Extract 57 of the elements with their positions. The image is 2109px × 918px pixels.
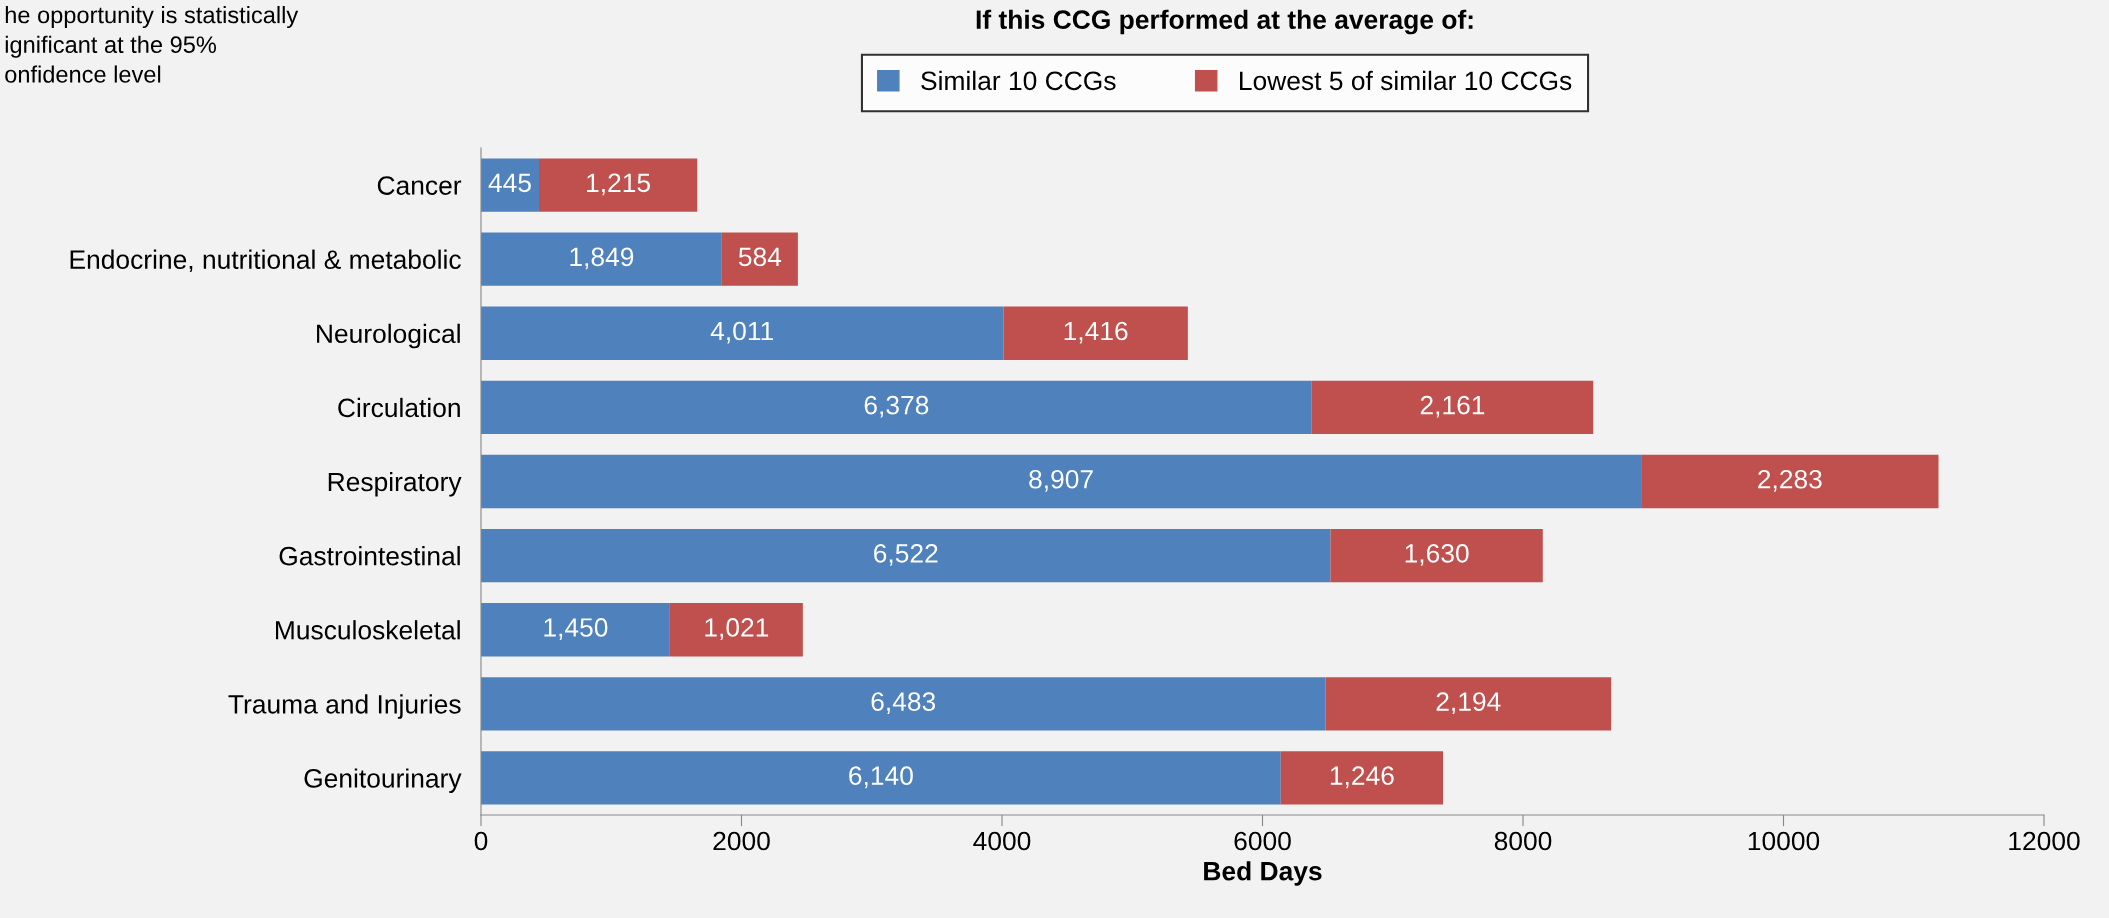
bar — [1311, 380, 1594, 435]
text: 1,849 — [570, 247, 634, 270]
bar — [481, 380, 1312, 435]
text: 1,246 — [1330, 766, 1394, 789]
text: 6,522 — [874, 544, 938, 566]
text: 2,194 — [1436, 692, 1501, 715]
text: 1,416 — [1064, 321, 1128, 344]
bar — [481, 528, 1331, 583]
y-tick-label: Cancer — [377, 176, 462, 195]
text: 2,161 — [1420, 395, 1485, 418]
bar — [481, 603, 670, 657]
bar — [1280, 751, 1444, 805]
text: he opportunity is statistically ignificant at the 95% onfidence level — [5, 6, 299, 83]
text: 4,011 — [710, 321, 773, 344]
x-axis-title: Bed Days — [1204, 861, 1322, 886]
bar — [481, 232, 722, 286]
bar — [538, 158, 698, 212]
legend-label: Lowest 5 of similar 10 CCGs — [1240, 70, 1572, 91]
x-tick-label: 10000 — [1748, 831, 1820, 851]
text: 6,378 — [864, 395, 929, 418]
bar — [1641, 454, 1939, 509]
y-tick-label: Respiratory — [328, 471, 462, 497]
text: 6,140 — [849, 766, 913, 789]
bar — [481, 751, 1281, 805]
text: 2,283 — [1758, 469, 1822, 492]
text: 1,215 — [587, 173, 650, 196]
bar — [481, 677, 1326, 731]
bar — [1325, 677, 1612, 731]
y-tick-label: Gastrointestinal — [279, 546, 460, 566]
bar — [669, 603, 803, 657]
bar — [1003, 306, 1188, 360]
bar — [481, 454, 1642, 509]
bar — [1330, 528, 1543, 583]
text: 8,907 — [1029, 469, 1093, 492]
y-tick-label: Musculoskeletal — [275, 620, 460, 640]
y-tick-label: Trauma and Injuries — [228, 694, 461, 719]
x-tick-label: 4000 — [973, 831, 1031, 851]
x-tick-label: 12000 — [2009, 831, 2080, 851]
text: 1,021 — [705, 618, 769, 640]
legend-label: Similar 10 CCGs — [921, 70, 1116, 91]
x-tick-label: 6000 — [1234, 831, 1291, 851]
y-tick-label: Endocrine, nutritional & metabolic — [70, 249, 461, 273]
text: 584 — [738, 247, 782, 267]
bar — [481, 158, 539, 212]
text: 1,450 — [544, 618, 608, 640]
legend-title: If this CCG performed at the average of: — [976, 9, 1473, 35]
text: 6,483 — [871, 692, 936, 715]
x-tick-label: 0 — [474, 831, 488, 851]
bar — [721, 232, 798, 286]
x-tick-label: 2000 — [713, 831, 770, 851]
y-tick-label: Circulation — [338, 397, 460, 418]
y-tick-label: Genitourinary — [304, 768, 462, 793]
y-tick-label: Neurological — [317, 323, 460, 349]
bar — [481, 306, 1004, 360]
text: 1,630 — [1405, 544, 1469, 566]
text: 445 — [488, 173, 531, 193]
x-tick-label: 8000 — [1494, 831, 1552, 851]
